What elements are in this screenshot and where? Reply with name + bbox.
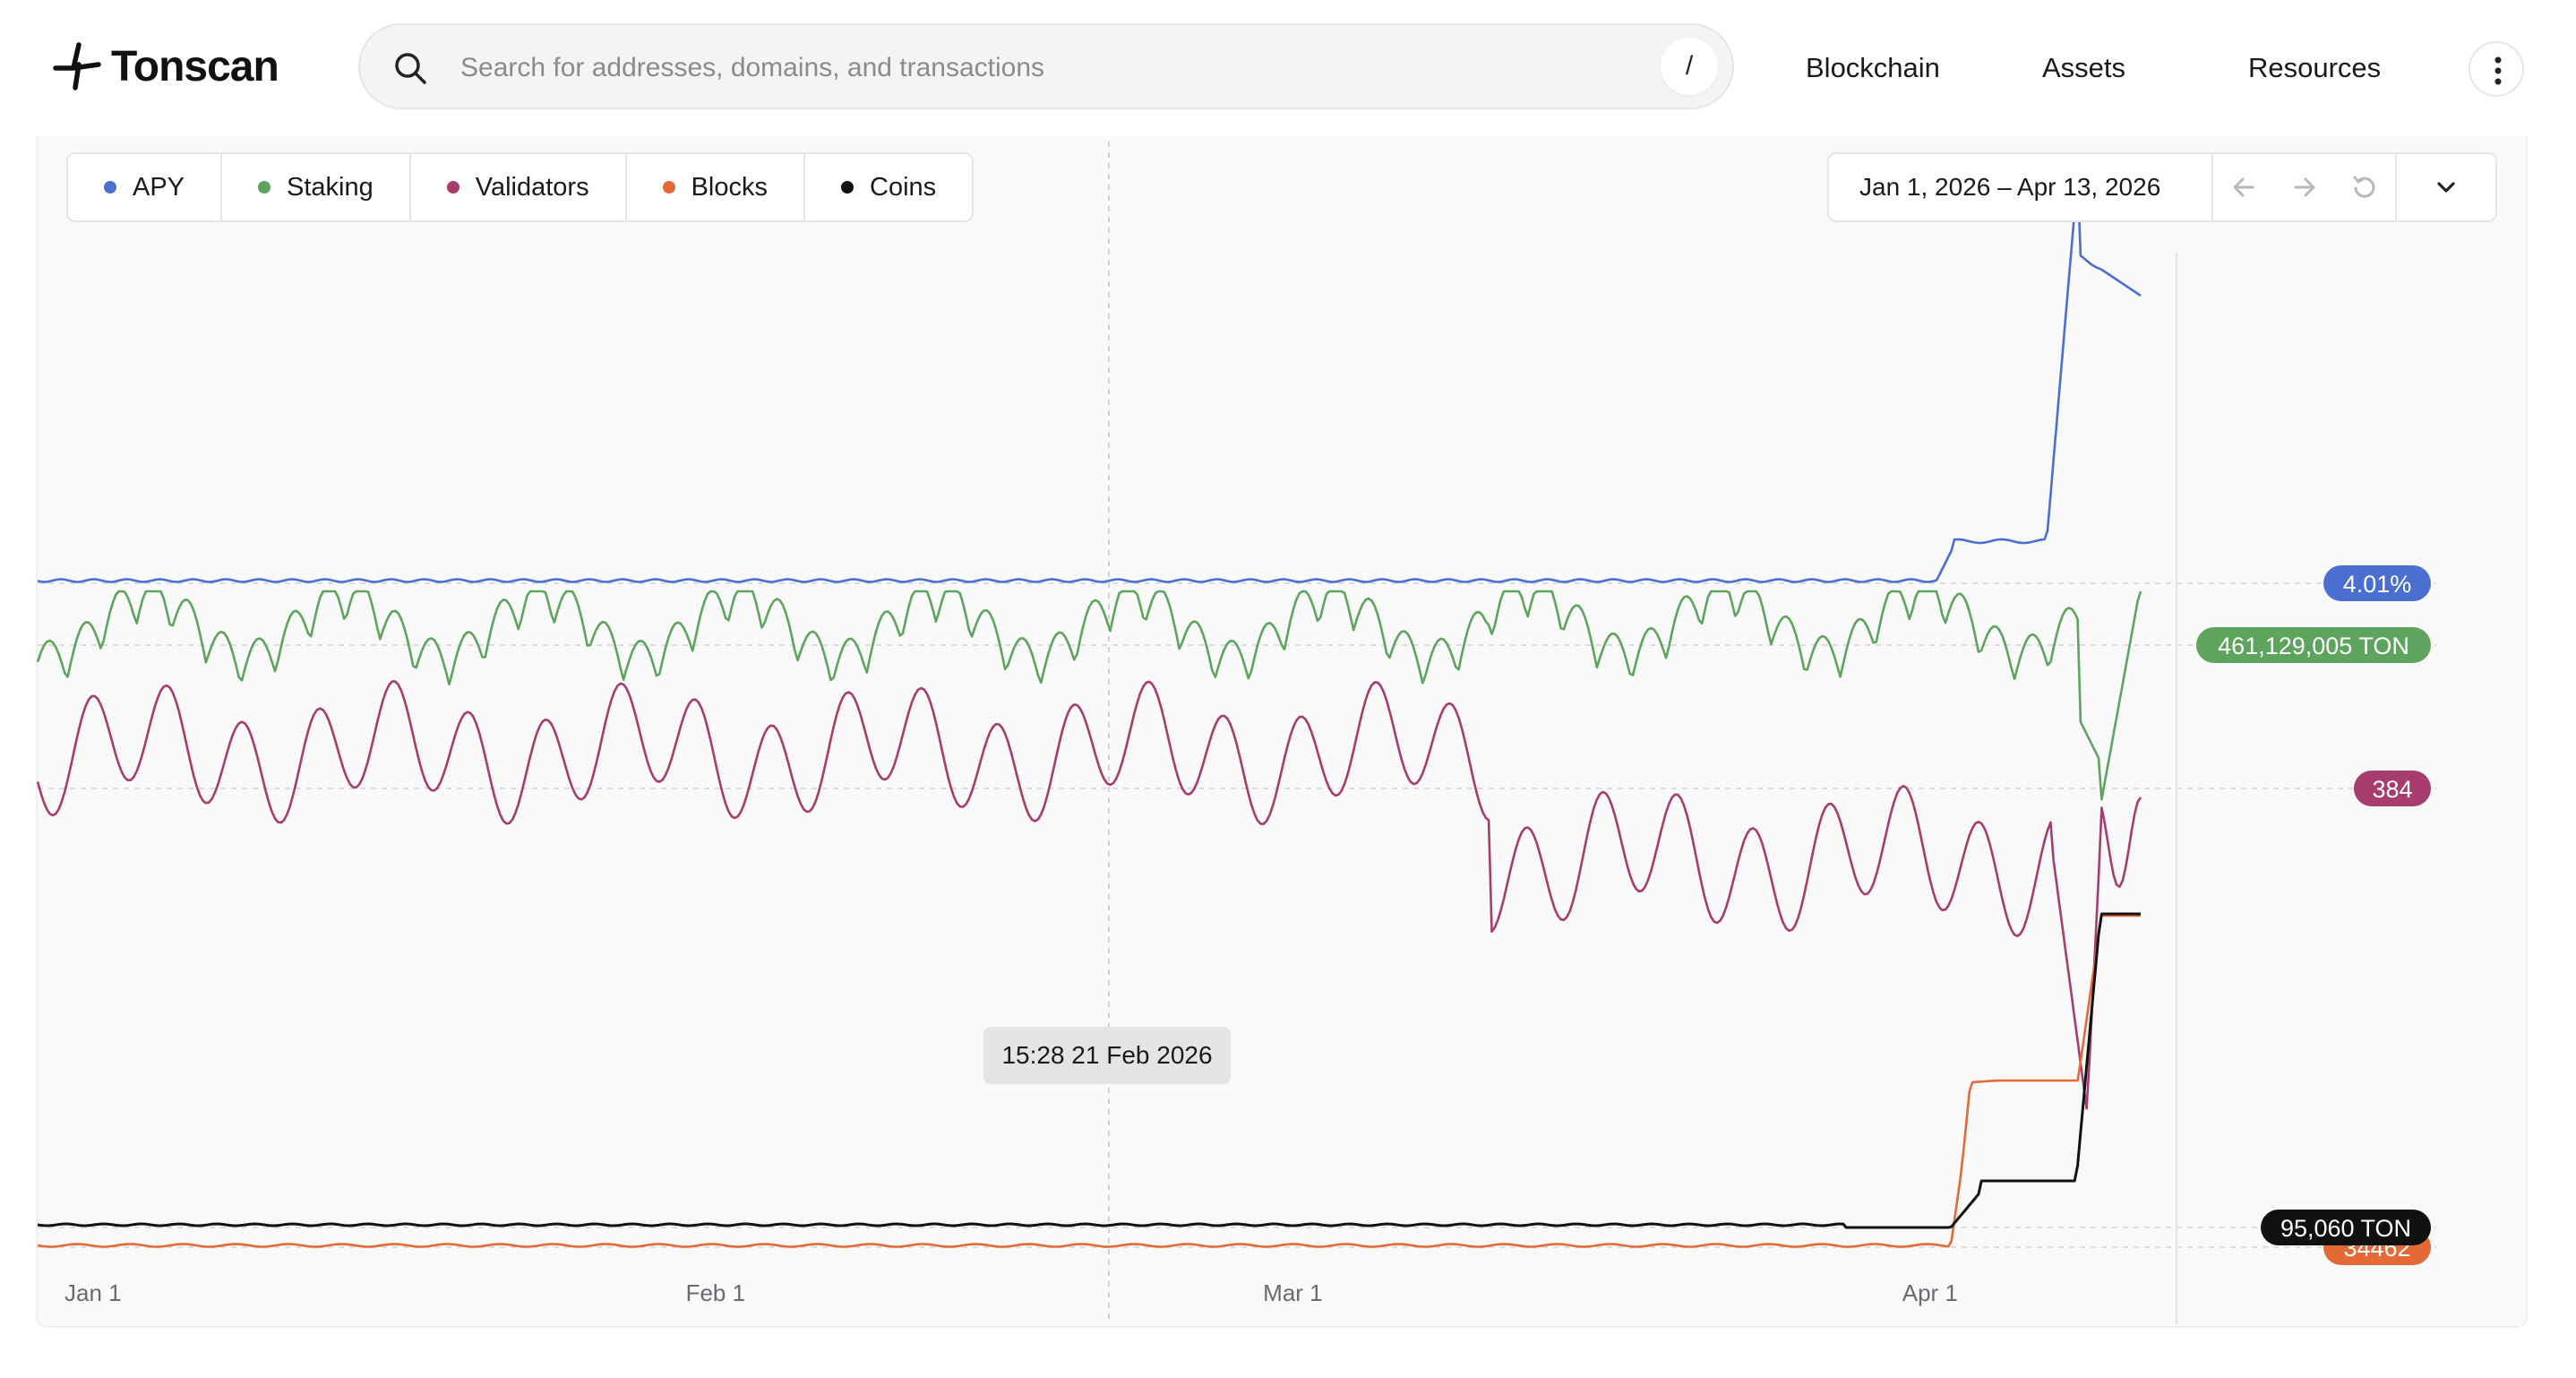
chart-panel — [36, 136, 2528, 1328]
prev-range-button[interactable] — [2213, 154, 2274, 220]
x-tick-label: Apr 1 — [1902, 1279, 1958, 1306]
value-pill-staking: 461,129,005 TON — [2196, 627, 2431, 663]
legend-dot-icon — [446, 181, 459, 194]
legend-item-apy[interactable]: APY — [68, 154, 223, 220]
legend-dot-icon — [104, 181, 116, 194]
svg-text:461,129,005 TON: 461,129,005 TON — [2218, 633, 2409, 659]
arrow-right-icon — [2294, 177, 2315, 197]
top-header: Tonscan / Blockchain Assets Resources — [0, 0, 2576, 134]
legend-item-coins[interactable]: Coins — [805, 154, 972, 220]
search-bar[interactable]: / — [358, 23, 1734, 109]
line-apy — [37, 174, 2142, 583]
more-vertical-icon — [2494, 56, 2502, 85]
legend-dot-icon — [258, 181, 271, 194]
legend-label: Blocks — [691, 172, 768, 202]
svg-text:384: 384 — [2372, 776, 2412, 803]
arrow-left-icon — [2233, 177, 2254, 197]
search-shortcut-key: / — [1661, 38, 1718, 95]
logo-text: Tonscan — [111, 42, 279, 90]
legend-label: Coins — [870, 172, 937, 202]
legend-dot-icon — [662, 181, 675, 194]
line-validators — [36, 680, 2142, 1110]
legend-item-blocks[interactable]: Blocks — [627, 154, 805, 220]
line-staking — [36, 590, 2142, 801]
svg-text:95,060 TON: 95,060 TON — [2280, 1215, 2411, 1242]
reset-range-button[interactable] — [2335, 154, 2396, 220]
legend-label: Validators — [475, 172, 589, 202]
svg-text:4.01%: 4.01% — [2343, 571, 2412, 598]
tonscan-logo-icon — [53, 42, 101, 90]
x-tick-label: Jan 1 — [64, 1279, 122, 1306]
value-pill-validators: 384 — [2354, 771, 2431, 806]
nav-resources[interactable]: Resources — [2248, 52, 2382, 83]
legend-item-validators[interactable]: Validators — [411, 154, 627, 220]
legend-dot-icon — [841, 181, 854, 194]
date-range-picker[interactable]: Jan 1, 2026 – Apr 13, 2026 — [1829, 154, 2213, 220]
series-legend: APY Staking Validators Blocks Coins — [66, 152, 975, 222]
value-pill-coins: 95,060 TON — [2261, 1210, 2431, 1245]
value-pill-apy: 4.01% — [2323, 565, 2431, 601]
legend-item-staking[interactable]: Staking — [222, 154, 411, 220]
reset-icon — [2353, 176, 2375, 198]
next-range-button[interactable] — [2274, 154, 2335, 220]
nav-blockchain[interactable]: Blockchain — [1806, 52, 1940, 83]
line-blocks — [37, 914, 2141, 1248]
search-input[interactable] — [460, 45, 1607, 91]
chevron-down-icon — [2437, 182, 2455, 193]
tooltip: 15:28 21 Feb 2026 — [983, 1027, 1231, 1084]
logo[interactable]: Tonscan — [52, 39, 279, 93]
nav-assets[interactable]: Assets — [2042, 52, 2126, 83]
range-dropdown-button[interactable] — [2395, 154, 2495, 220]
x-tick-label: Feb 1 — [686, 1279, 746, 1306]
date-range-control: Jan 1, 2026 – Apr 13, 2026 — [1827, 152, 2497, 222]
more-menu-button[interactable] — [2469, 41, 2524, 97]
x-tick-label: Mar 1 — [1263, 1279, 1322, 1306]
tooltip-text: 15:28 21 Feb 2026 — [1001, 1041, 1212, 1069]
legend-label: APY — [133, 172, 185, 202]
legend-label: Staking — [287, 172, 374, 202]
line-coins — [37, 912, 2141, 1229]
search-icon — [395, 53, 426, 84]
